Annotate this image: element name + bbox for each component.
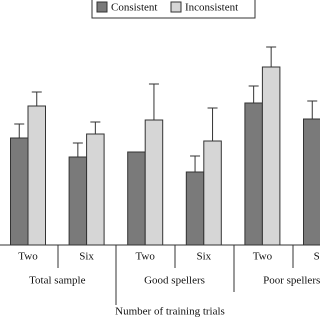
x-tick-label: Six: [79, 251, 94, 263]
group-label: Poor spellers: [263, 275, 320, 287]
bar: [203, 140, 222, 246]
x-tick-label: Six: [196, 251, 211, 263]
x-tick-label: Two: [253, 251, 273, 263]
x-tick-label: Six: [314, 251, 320, 263]
legend-swatch: [170, 1, 182, 13]
bar: [261, 66, 281, 246]
bar: [127, 151, 146, 246]
bar: [244, 102, 263, 246]
bar: [86, 133, 105, 246]
bar: [144, 119, 164, 246]
bar: [27, 105, 46, 246]
x-tick-label: Two: [18, 251, 38, 263]
x-tick-label: Two: [135, 251, 155, 263]
legend-swatch: [96, 1, 108, 13]
group-label: Good spellers: [144, 275, 205, 287]
legend-label: Inconsistent: [185, 2, 238, 14]
bar: [185, 171, 205, 246]
bar: [303, 118, 320, 246]
x-axis-label: Number of training trials: [115, 306, 225, 318]
bar: [68, 156, 88, 246]
bar: [10, 137, 29, 246]
group-label: Total sample: [29, 275, 85, 287]
legend-label: Consistent: [111, 2, 157, 14]
